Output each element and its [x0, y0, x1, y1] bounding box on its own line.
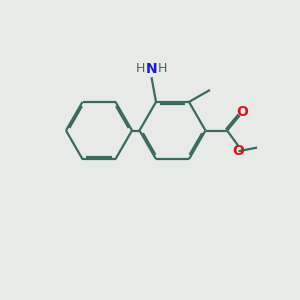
Text: N: N [146, 61, 157, 76]
Text: H: H [135, 62, 145, 75]
Text: O: O [236, 106, 248, 119]
Text: H: H [158, 62, 168, 75]
Text: O: O [232, 145, 244, 158]
